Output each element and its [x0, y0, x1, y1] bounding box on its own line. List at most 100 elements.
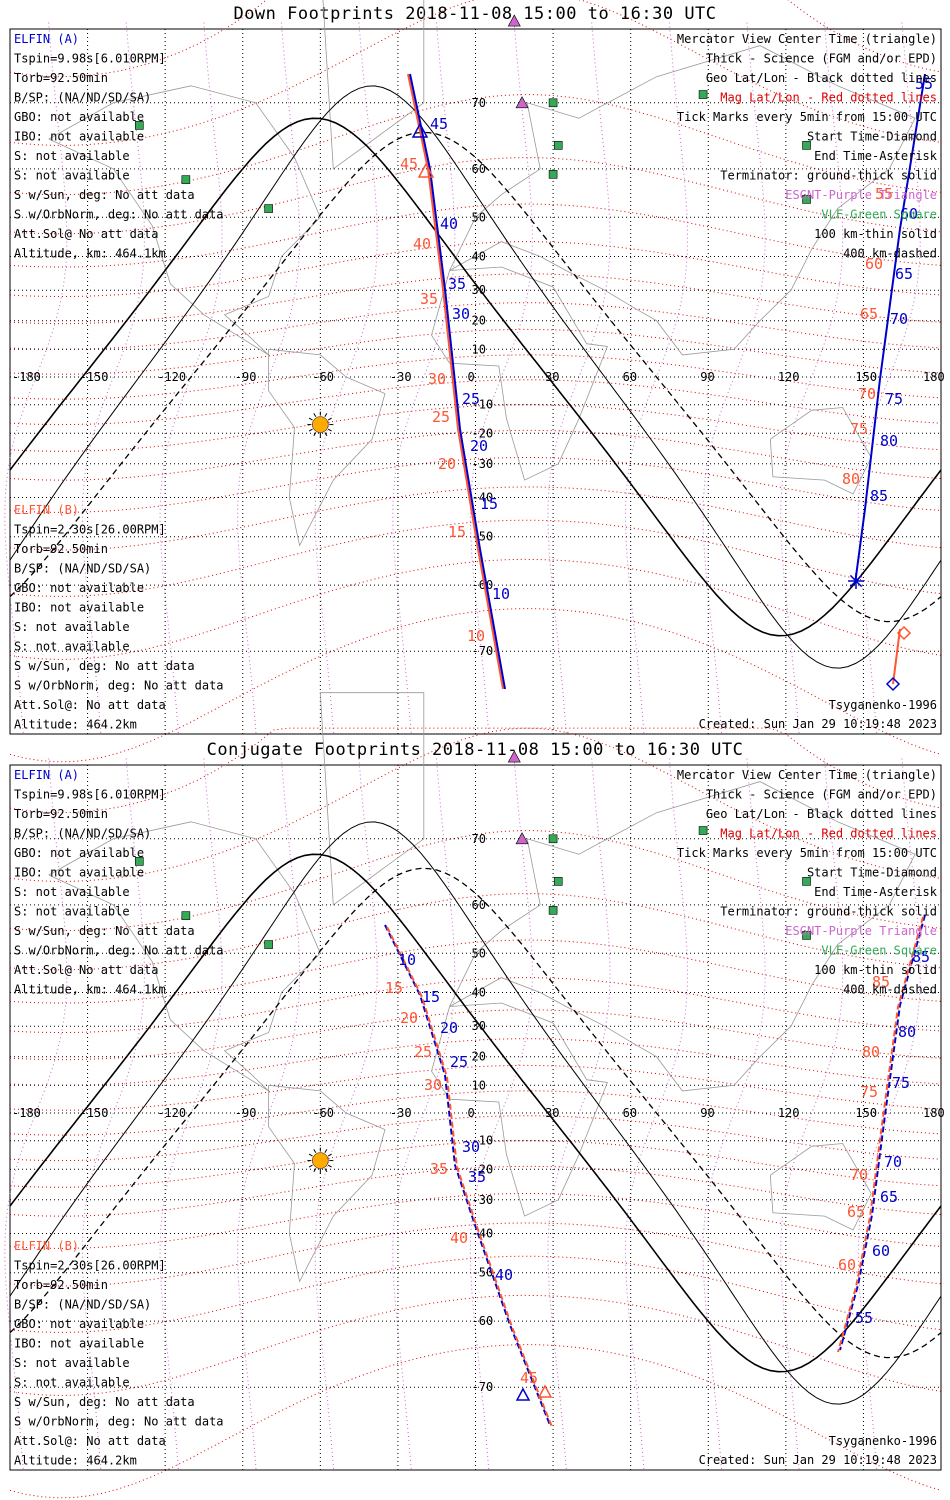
elfin-a-tick-label: 65 — [880, 1188, 898, 1206]
elfin-a-tick-label: 70 — [890, 310, 908, 328]
elfin-a-tick-label: 15 — [422, 988, 440, 1006]
sun-icon — [307, 411, 334, 438]
elfin-b-info-line: S: not available — [14, 620, 130, 634]
mag-meridian-line — [702, 21, 766, 733]
coastlines — [48, 0, 916, 547]
latitude-label: -40 — [472, 491, 494, 505]
latitude-label: -60 — [472, 1314, 494, 1328]
legend-line: Mag Lat/Lon - Red dotted lines — [720, 827, 937, 841]
elfin-b-tick-label: 65 — [860, 305, 878, 323]
latitude-label: 50 — [472, 210, 486, 224]
longitude-label: -90 — [235, 1106, 257, 1120]
mag-meridian-line — [780, 21, 844, 733]
sun-ray — [313, 432, 317, 437]
elfin-b-tick-label: 60 — [838, 1256, 856, 1274]
elfin-a-tick-label: 20 — [440, 1019, 458, 1037]
elfin-a-info-line: ELFIN (A) — [14, 32, 79, 46]
mag-latitude-line — [9, 354, 942, 400]
longitude-label: 120 — [778, 1106, 800, 1120]
latitude-label: 30 — [472, 1019, 486, 1033]
sun-ray — [324, 432, 328, 437]
elfin-a-tick-label: 55 — [915, 75, 933, 93]
elfin-a-tick-label: 25 — [462, 390, 480, 408]
mag-latitude-line — [9, 203, 942, 268]
elfin-b-info-line: S w/Sun, deg: No att data — [14, 1395, 195, 1409]
longitude-label: 30 — [545, 1106, 559, 1120]
latitude-label: -40 — [472, 1227, 494, 1241]
sun-ray — [327, 417, 332, 421]
elfin-b-info-line: IBO: not available — [14, 1337, 144, 1351]
legend-line: Mag Lat/Lon - Red dotted lines — [720, 91, 937, 105]
elfin-b-track-left — [407, 73, 504, 690]
elfin-b-info-line: S w/OrbNorm, deg: No att data — [14, 679, 224, 693]
vlf-square-icon — [802, 931, 811, 940]
elfin-a-info-line: Att.Sol@ No att data — [14, 963, 159, 977]
elfin-b-tick-label: 25 — [414, 1043, 432, 1061]
longitude-label: -90 — [235, 370, 257, 384]
elfin-a-info-line: S: not available — [14, 885, 130, 899]
down-panel-title: Down Footprints 2018-11-08 15:00 to 16:3… — [233, 4, 717, 24]
elfin-b-tick-label: 80 — [842, 470, 860, 488]
elfin-a-info-line: Torb=92.50min — [14, 807, 108, 821]
longitude-label: 150 — [855, 1106, 877, 1120]
elfin-a-info-line: S: not available — [14, 149, 130, 163]
latitude-label: 40 — [472, 985, 486, 999]
latitude-label: -30 — [472, 457, 494, 471]
mag-meridian-line — [624, 757, 689, 1469]
elfin-a-tick-label: 70 — [884, 1153, 902, 1171]
elfin-a-info-line: S w/OrbNorm, deg: No att data — [14, 208, 224, 222]
sun-ray — [313, 1149, 317, 1154]
elfin-b-info-line: Altitude: 464.2km — [14, 718, 137, 732]
continent-outline — [48, 821, 321, 1092]
elfin-a-info-line: Altitude, km: 464.1km — [14, 983, 166, 997]
sun-ray — [308, 417, 313, 421]
latitude-label: 70 — [472, 832, 486, 846]
mag-meridian-line — [780, 757, 844, 1469]
center-time-triangle-icon — [417, 162, 435, 178]
sun-ray — [327, 428, 332, 432]
elfin-b-track-right — [837, 916, 924, 1353]
longitude-label: 0 — [468, 370, 475, 384]
elfin-a-tick-label: 20 — [470, 437, 488, 455]
elfin-a-tick-label: 40 — [440, 215, 458, 233]
latitude-label: 30 — [472, 283, 486, 297]
elfin-b-tick-label: 30 — [428, 370, 446, 388]
elfin-b-info-line: Tspin=2.30s[26.00RPM] — [14, 1259, 166, 1273]
latitude-label: -10 — [472, 398, 494, 412]
latitude-label: 10 — [472, 1078, 486, 1092]
elfin-b-tick-label: 30 — [424, 1076, 442, 1094]
model-label: Tsyganenko-1996 — [829, 698, 937, 712]
elfin-b-info-line: S: not available — [14, 640, 130, 654]
terminator-100km — [9, 821, 942, 1405]
elfin-a-track-left — [384, 924, 551, 1426]
elfin-b-info-line: GBO: not available — [14, 1317, 144, 1331]
terminator-400km — [9, 867, 942, 1359]
vlf-square-icon — [553, 141, 563, 150]
latitude-label: 70 — [472, 96, 486, 110]
legend-line: Geo Lat/Lon - Black dotted lines — [706, 807, 937, 821]
vlf-square-icon — [548, 834, 558, 844]
elfin-b-info-line: S: not available — [14, 1376, 130, 1390]
esgnt-triangle-icon — [507, 750, 521, 763]
elfin-a-info-line: S w/OrbNorm, deg: No att data — [14, 944, 224, 958]
elfin-b-tick-label: 85 — [872, 973, 890, 991]
continent-outline — [449, 45, 916, 356]
mag-meridian-line — [4, 757, 68, 1469]
mag-meridian-line — [469, 21, 533, 733]
continent-outline — [319, 692, 425, 906]
vlf-square-icon — [181, 911, 191, 920]
elfin-b-tick-label: 40 — [450, 1229, 468, 1247]
legend-line: Tick Marks every 5min from 15:00 UTC — [677, 110, 937, 124]
mag-meridian-line — [237, 21, 301, 733]
elfin-b-info-line: Torb=92.50min — [14, 542, 108, 556]
continent-outline — [449, 781, 916, 1092]
esgnt-triangle-icon — [515, 832, 529, 845]
elfin-b-info-line: Att.Sol@: No att data — [14, 1434, 166, 1448]
latitude-label: 40 — [472, 249, 486, 263]
elfin-b-tick-label: 25 — [432, 408, 450, 426]
mag-latitude-line — [9, 302, 942, 350]
elfin-a-track-left — [409, 73, 506, 690]
geo-grid — [10, 29, 941, 734]
elfin-a-tick-label: 40 — [495, 1266, 513, 1284]
terminator-ground — [9, 853, 942, 1373]
